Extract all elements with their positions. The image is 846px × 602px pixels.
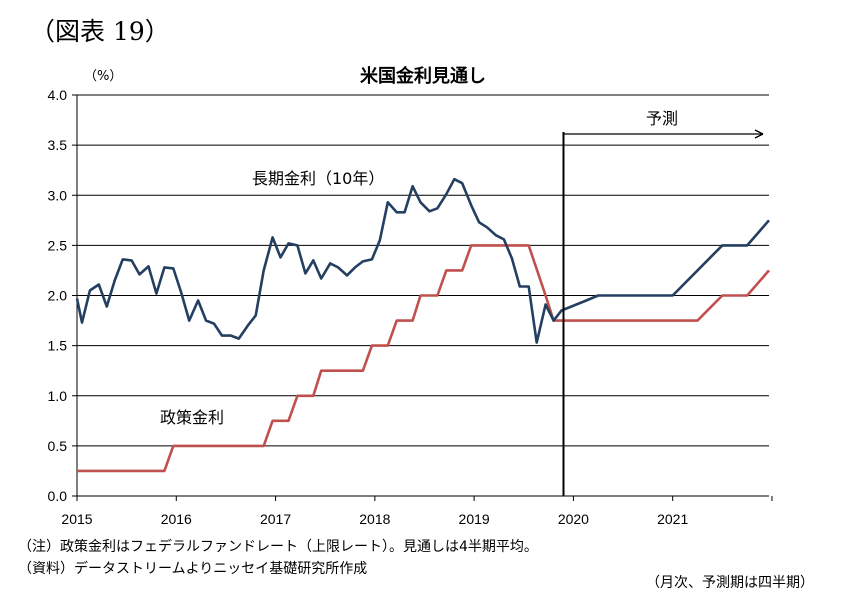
gridlines	[76, 94, 769, 497]
forecast-label: 予測	[646, 109, 678, 128]
series-lines	[75, 177, 770, 473]
policy-rate-label: 政策金利	[160, 408, 224, 427]
y-tick-label: 0.5	[48, 438, 68, 454]
x-tick-label: 2019	[459, 511, 490, 527]
y-tick-label: 0.0	[48, 488, 68, 504]
y-tick-label: 2.0	[48, 288, 68, 304]
x-tick-label: 2018	[359, 511, 390, 527]
chart-source: （資料）データストリームよりニッセイ基礎研究所作成	[18, 561, 368, 577]
y-tick-label: 4.0	[48, 87, 68, 103]
x-tick-label: 2015	[61, 511, 92, 527]
x-tick-label: 2017	[260, 511, 291, 527]
chart-frequency-note: （月次、予測期は四半期）	[646, 575, 814, 591]
chart-title: 米国金利見通し	[360, 65, 486, 87]
x-tick-label: 2021	[657, 511, 688, 527]
y-tick-label: 3.5	[48, 137, 68, 153]
x-axis-ticks: 2015 2016 2017 2018 2019 2020 2021	[61, 496, 773, 527]
y-tick-label: 3.0	[48, 187, 68, 203]
series-line	[77, 244, 770, 473]
y-tick-label: 1.0	[48, 388, 68, 404]
arrow-head-icon	[754, 129, 764, 139]
figure-label: （図表 19）	[30, 17, 170, 46]
forecast-marker: 予測	[562, 109, 764, 496]
y-axis-unit: （%）	[84, 69, 122, 84]
chart-note: （注）政策金利はフェデラルファンドレート（上限レート）。見通しは4半期平均。	[18, 539, 538, 555]
x-tick-label: 2020	[558, 511, 589, 527]
y-axis-ticks: 0.0 0.5 1.0 1.5 2.0 2.5 3.0 3.5 4.0	[48, 87, 77, 504]
long-rate-label: 長期金利（10年）	[252, 169, 384, 188]
y-tick-label: 1.5	[48, 338, 68, 354]
series-line	[75, 177, 770, 344]
y-tick-label: 2.5	[48, 237, 68, 253]
x-tick-label: 2016	[161, 511, 192, 527]
